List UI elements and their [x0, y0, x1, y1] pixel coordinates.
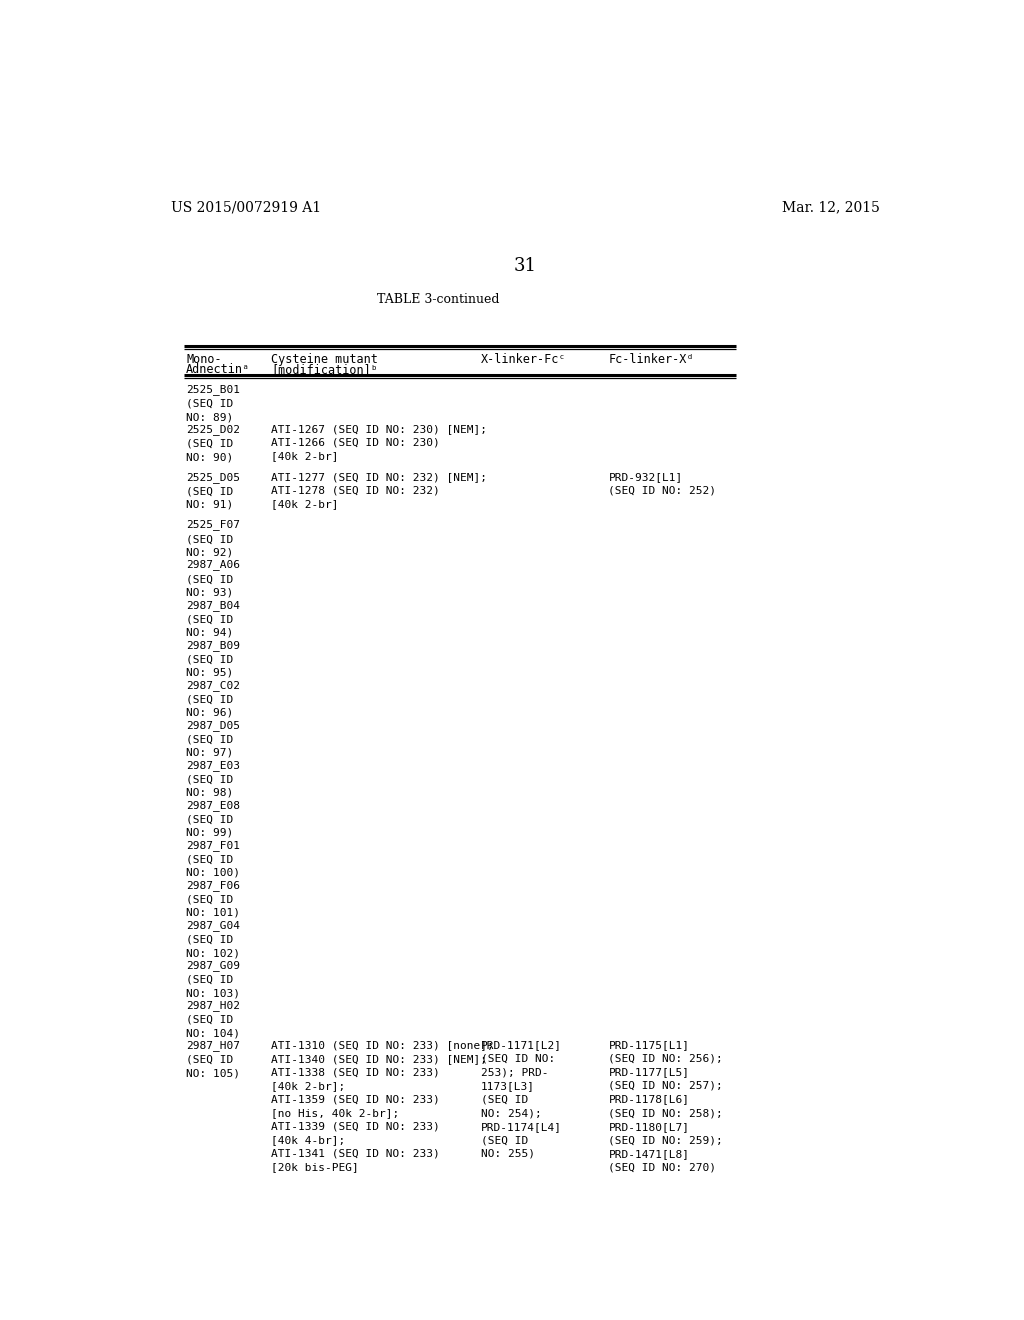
Text: ATI-1267 (SEQ ID NO: 230) [NEM];
ATI-1266 (SEQ ID NO: 230)
[40k 2-br]: ATI-1267 (SEQ ID NO: 230) [NEM]; ATI-126… — [271, 424, 487, 461]
Text: TABLE 3-continued: TABLE 3-continued — [377, 293, 500, 306]
Text: 2987_F06
(SEQ ID
NO: 101): 2987_F06 (SEQ ID NO: 101) — [186, 880, 240, 917]
Text: Mar. 12, 2015: Mar. 12, 2015 — [782, 201, 880, 215]
Text: 31: 31 — [513, 257, 537, 275]
Text: Fc-linker-Xᵈ: Fc-linker-Xᵈ — [608, 354, 694, 366]
Text: Cysteine mutant: Cysteine mutant — [271, 354, 378, 366]
Text: 2987_G09
(SEQ ID
NO: 103): 2987_G09 (SEQ ID NO: 103) — [186, 960, 240, 998]
Text: 2525_B01
(SEQ ID
NO: 89): 2525_B01 (SEQ ID NO: 89) — [186, 384, 240, 422]
Text: 2987_H02
(SEQ ID
NO: 104): 2987_H02 (SEQ ID NO: 104) — [186, 1001, 240, 1038]
Text: Mono-: Mono- — [186, 354, 222, 366]
Text: 2987_B04
(SEQ ID
NO: 94): 2987_B04 (SEQ ID NO: 94) — [186, 599, 240, 638]
Text: 2987_E03
(SEQ ID
NO: 98): 2987_E03 (SEQ ID NO: 98) — [186, 760, 240, 797]
Text: 2987_H07
(SEQ ID
NO: 105): 2987_H07 (SEQ ID NO: 105) — [186, 1040, 240, 1078]
Text: 2987_F01
(SEQ ID
NO: 100): 2987_F01 (SEQ ID NO: 100) — [186, 840, 240, 878]
Text: 2987_B09
(SEQ ID
NO: 95): 2987_B09 (SEQ ID NO: 95) — [186, 640, 240, 677]
Text: 2987_D05
(SEQ ID
NO: 97): 2987_D05 (SEQ ID NO: 97) — [186, 719, 240, 758]
Text: 2987_C02
(SEQ ID
NO: 96): 2987_C02 (SEQ ID NO: 96) — [186, 680, 240, 718]
Text: 2525_F07
(SEQ ID
NO: 92): 2525_F07 (SEQ ID NO: 92) — [186, 520, 240, 557]
Text: 2525_D02
(SEQ ID
NO: 90): 2525_D02 (SEQ ID NO: 90) — [186, 424, 240, 462]
Text: [modification]ᵇ: [modification]ᵇ — [271, 363, 378, 376]
Text: Adnectinᵃ: Adnectinᵃ — [186, 363, 250, 376]
Text: 2987_A06
(SEQ ID
NO: 93): 2987_A06 (SEQ ID NO: 93) — [186, 560, 240, 598]
Text: 2987_E08
(SEQ ID
NO: 99): 2987_E08 (SEQ ID NO: 99) — [186, 800, 240, 838]
Text: 2525_D05
(SEQ ID
NO: 91): 2525_D05 (SEQ ID NO: 91) — [186, 471, 240, 510]
Text: PRD-1171[L2]
(SEQ ID NO:
253); PRD-
1173[L3]
(SEQ ID
NO: 254);
PRD-1174[L4]
(SEQ: PRD-1171[L2] (SEQ ID NO: 253); PRD- 1173… — [480, 1040, 561, 1159]
Text: 2987_G04
(SEQ ID
NO: 102): 2987_G04 (SEQ ID NO: 102) — [186, 920, 240, 958]
Text: PRD-932[L1]
(SEQ ID NO: 252): PRD-932[L1] (SEQ ID NO: 252) — [608, 471, 717, 495]
Text: PRD-1175[L1]
(SEQ ID NO: 256);
PRD-1177[L5]
(SEQ ID NO: 257);
PRD-1178[L6]
(SEQ : PRD-1175[L1] (SEQ ID NO: 256); PRD-1177[… — [608, 1040, 723, 1172]
Text: US 2015/0072919 A1: US 2015/0072919 A1 — [171, 201, 321, 215]
Text: X-linker-Fcᶜ: X-linker-Fcᶜ — [480, 354, 566, 366]
Text: ATI-1310 (SEQ ID NO: 233) [none];
ATI-1340 (SEQ ID NO: 233) [NEM];
ATI-1338 (SEQ: ATI-1310 (SEQ ID NO: 233) [none]; ATI-13… — [271, 1040, 495, 1172]
Text: ATI-1277 (SEQ ID NO: 232) [NEM];
ATI-1278 (SEQ ID NO: 232)
[40k 2-br]: ATI-1277 (SEQ ID NO: 232) [NEM]; ATI-127… — [271, 471, 487, 510]
